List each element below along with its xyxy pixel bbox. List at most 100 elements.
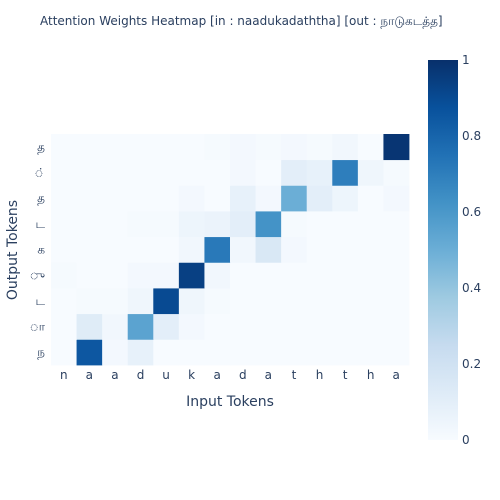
heatmap-cell	[204, 288, 231, 315]
heatmap-cell	[127, 339, 154, 366]
heatmap-cell	[51, 236, 77, 263]
heatmap-cell	[383, 185, 410, 212]
heatmap-cell	[230, 159, 256, 186]
heatmap-cell	[357, 185, 384, 212]
heatmap-cell	[51, 134, 77, 161]
heatmap-cell	[230, 185, 256, 212]
heatmap-cell	[332, 185, 359, 212]
heatmap-cell	[76, 185, 103, 212]
heatmap-cell	[178, 288, 205, 315]
colorbar-ticks: 0 0.2 0.4 0.6 0.8 1	[462, 53, 481, 447]
heatmap-cell	[332, 288, 359, 315]
heatmap-cell	[332, 339, 359, 366]
heatmap-cell	[357, 236, 384, 263]
heatmap-cell	[204, 211, 231, 238]
heatmap-cell	[306, 262, 333, 289]
y-tick-label: ட	[35, 217, 45, 231]
x-tick-label: t	[343, 368, 348, 382]
heatmap-cell	[127, 159, 154, 186]
chart-title: Attention Weights Heatmap [in : naadukad…	[40, 14, 443, 28]
x-tick-label: h	[316, 368, 324, 382]
heatmap-cell	[127, 211, 154, 238]
heatmap-cell	[332, 159, 359, 186]
heatmap-cell	[204, 159, 231, 186]
heatmap-cell	[383, 313, 410, 340]
heatmap-cell	[255, 236, 282, 263]
heatmap-cell	[230, 236, 256, 263]
heatmap-cell	[204, 262, 231, 289]
heatmap-cell	[76, 159, 103, 186]
heatmap-cell	[76, 211, 103, 238]
heatmap-cell	[204, 134, 231, 161]
y-tick-label: த	[37, 140, 45, 154]
heatmap-cell	[178, 211, 205, 238]
y-tick-label: த	[37, 191, 45, 205]
heatmap-cell	[230, 313, 256, 340]
heatmap-cell	[332, 236, 359, 263]
heatmap-cell	[76, 339, 103, 366]
heatmap-cell	[281, 236, 308, 263]
heatmap-cell	[127, 134, 154, 161]
heatmap-cell	[230, 134, 256, 161]
heatmap-cell	[153, 339, 180, 366]
heatmap-cell	[230, 288, 256, 315]
x-tick-label: u	[162, 368, 170, 382]
heatmap-cell	[383, 339, 410, 366]
heatmap-cell	[306, 185, 333, 212]
heatmap-cell	[357, 134, 384, 161]
heatmap-cell	[76, 134, 103, 161]
x-axis-title: Input Tokens	[186, 394, 274, 410]
heatmap-cell	[76, 262, 103, 289]
heatmap-cell	[178, 134, 205, 161]
heatmap-cell	[281, 134, 308, 161]
x-tick-label: h	[367, 368, 375, 382]
x-tick-label: k	[188, 368, 195, 382]
colorbar-tick-label: 1	[462, 53, 470, 67]
heatmap-cell	[383, 211, 410, 238]
heatmap-cell	[306, 159, 333, 186]
heatmap-cell	[153, 313, 180, 340]
heatmap-cell	[306, 313, 333, 340]
heatmap-cell	[102, 134, 129, 161]
heatmap-cell	[204, 236, 231, 263]
colorbar-tick-label: 0.8	[462, 129, 481, 143]
heatmap-cell	[281, 288, 308, 315]
heatmap-cell	[383, 288, 410, 315]
x-tick-label: n	[60, 368, 68, 382]
heatmap-cell	[306, 211, 333, 238]
heatmap-cell	[204, 185, 231, 212]
heatmap-cell	[51, 262, 77, 289]
heatmap-cell	[357, 339, 384, 366]
heatmap-cell	[127, 185, 154, 212]
heatmap-cell	[383, 134, 410, 161]
heatmap-cell	[281, 262, 308, 289]
heatmap-cell	[102, 288, 129, 315]
heatmap-cell	[51, 185, 77, 212]
y-axis-ticks: நாடுகடத்த	[30, 140, 46, 359]
colorbar-tick-label: 0.2	[462, 357, 481, 371]
heatmap-cell	[102, 339, 129, 366]
x-tick-label: a	[265, 368, 272, 382]
heatmap-cell	[153, 288, 180, 315]
y-tick-label: ா	[30, 320, 46, 334]
heatmap-cell	[230, 211, 256, 238]
x-tick-label: a	[86, 368, 93, 382]
heatmap-cell	[102, 211, 129, 238]
heatmap-cell	[51, 339, 77, 366]
heatmap-cell	[127, 262, 154, 289]
heatmap-cell	[306, 339, 333, 366]
heatmap-cell	[204, 313, 231, 340]
heatmap-cell	[178, 313, 205, 340]
x-tick-label: a	[111, 368, 118, 382]
heatmap-cell	[153, 211, 180, 238]
heatmap-cell	[76, 236, 103, 263]
colorbar-tick-label: 0	[462, 433, 470, 447]
heatmap-cell	[127, 313, 154, 340]
x-tick-label: a	[214, 368, 221, 382]
heatmap-cell	[102, 236, 129, 263]
y-tick-label: ட	[35, 294, 45, 308]
heatmap-cell	[76, 288, 103, 315]
x-tick-label: t	[292, 368, 297, 382]
heatmap-cell	[178, 339, 205, 366]
